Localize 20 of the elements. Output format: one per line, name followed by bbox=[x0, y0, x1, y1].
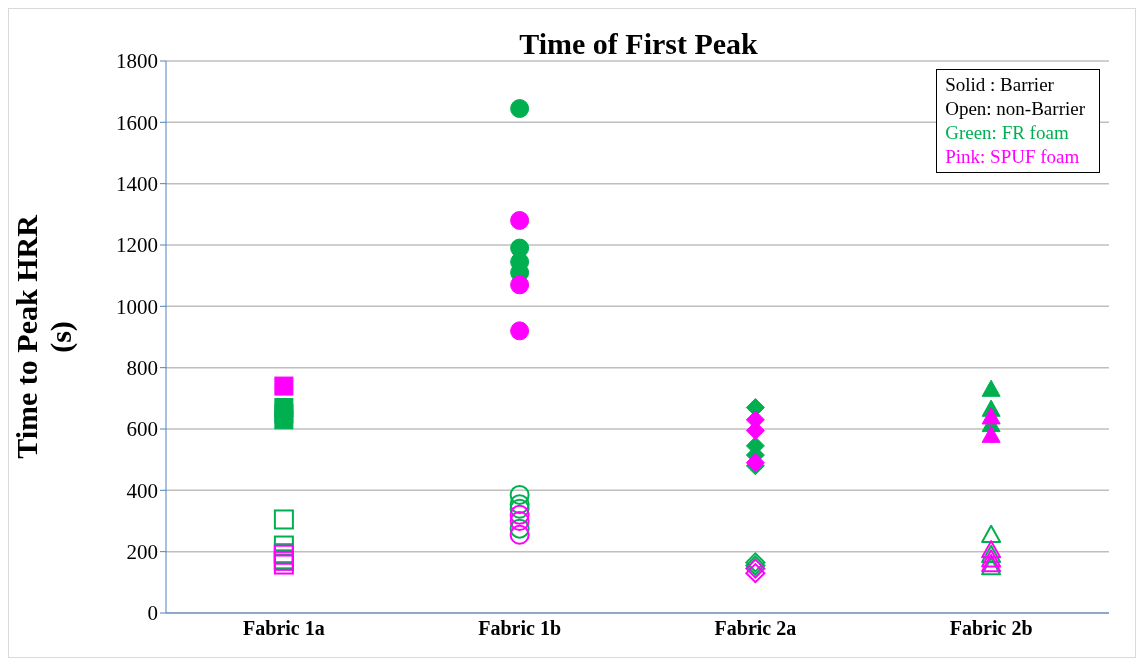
x-tick-label: Fabric 1a bbox=[243, 617, 325, 640]
y-tick-label: 1200 bbox=[116, 233, 158, 258]
y-tick-label: 600 bbox=[126, 417, 158, 442]
y-tick-label: 1800 bbox=[116, 49, 158, 74]
y-tick-label: 1400 bbox=[116, 172, 158, 197]
y-tick-label: 800 bbox=[126, 356, 158, 381]
annotation: Solid : Barrier bbox=[945, 73, 1055, 97]
y-tick-label: 400 bbox=[126, 478, 158, 503]
annotation: Open: non-Barrier bbox=[945, 97, 1085, 121]
annotation: Green: FR foam bbox=[945, 121, 1070, 145]
annotation: Pink: SPUF foam bbox=[945, 145, 1081, 169]
x-tick-label: Fabric 2b bbox=[949, 617, 1033, 640]
chart-title: Time of First Peak bbox=[518, 27, 759, 61]
x-tick-label: Fabric 2a bbox=[714, 617, 797, 640]
x-tick-label: Fabric 1b bbox=[478, 617, 562, 640]
y-axis-title: Time to Peak HRR (s) bbox=[10, 214, 78, 459]
y-tick-label: 200 bbox=[126, 540, 158, 565]
y-tick-label: 1600 bbox=[116, 110, 158, 135]
y-tick-label: 1000 bbox=[116, 294, 158, 319]
y-tick-label: 0 bbox=[147, 601, 158, 626]
